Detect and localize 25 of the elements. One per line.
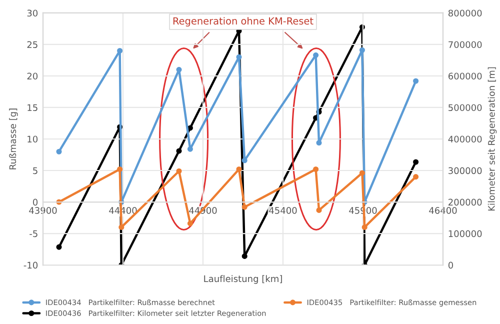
y-tick-label: 0 xyxy=(32,198,38,206)
y2-tick-label: 500000 xyxy=(448,104,482,112)
y-tick-label: -10 xyxy=(24,262,38,269)
y-tick-label: 20 xyxy=(27,72,38,80)
x-tick-label: 43900 xyxy=(29,207,57,214)
y2-axis-title: Kilometer seit Regeneration [m] xyxy=(488,67,497,211)
y-tick-label: 25 xyxy=(27,41,38,48)
y-tick-label: -5 xyxy=(30,230,38,238)
annotation: Regeneration ohne KM-Reset xyxy=(173,17,314,26)
y2-tick-label: 600000 xyxy=(448,72,482,80)
y2-tick-label: 400000 xyxy=(448,136,482,143)
y-tick-label: 10 xyxy=(28,136,38,143)
y2-tick-label: 700000 xyxy=(448,41,482,48)
x-axis-title: Laufleistung [km] xyxy=(204,275,282,284)
y-axis-title: Rußmasse [g] xyxy=(9,108,18,170)
y2-tick-label: 0 xyxy=(448,262,454,269)
y2-tick-label: 300000 xyxy=(448,167,482,174)
y2-tick-label: 800000 xyxy=(448,10,482,17)
y-tick-label: 5 xyxy=(33,167,38,174)
x-tick-label: 46400 xyxy=(429,207,457,214)
x-tick-label: 45400 xyxy=(269,207,297,214)
y2-tick-label: 200000 xyxy=(448,198,482,206)
y-tick-label: 30 xyxy=(27,10,38,17)
y2-tick-label: 100000 xyxy=(448,230,482,238)
y-tick-label: 15 xyxy=(28,104,38,112)
